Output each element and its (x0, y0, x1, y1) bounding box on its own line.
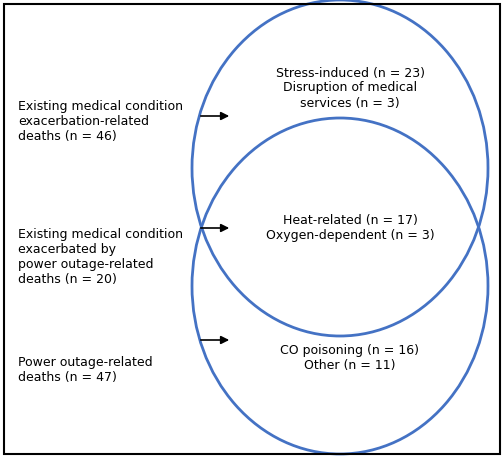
Text: Heat-related (n = 17)
Oxygen-dependent (n = 3): Heat-related (n = 17) Oxygen-dependent (… (266, 214, 434, 242)
Text: Existing medical condition
exacerbated by
power outage-related
deaths (n = 20): Existing medical condition exacerbated b… (18, 228, 183, 286)
Text: Existing medical condition
exacerbation-related
deaths (n = 46): Existing medical condition exacerbation-… (18, 100, 183, 143)
Text: Power outage-related
deaths (n = 47): Power outage-related deaths (n = 47) (18, 356, 153, 384)
Text: Stress-induced (n = 23)
Disruption of medical
services (n = 3): Stress-induced (n = 23) Disruption of me… (276, 66, 424, 109)
Text: CO poisoning (n = 16)
Other (n = 11): CO poisoning (n = 16) Other (n = 11) (281, 344, 419, 372)
